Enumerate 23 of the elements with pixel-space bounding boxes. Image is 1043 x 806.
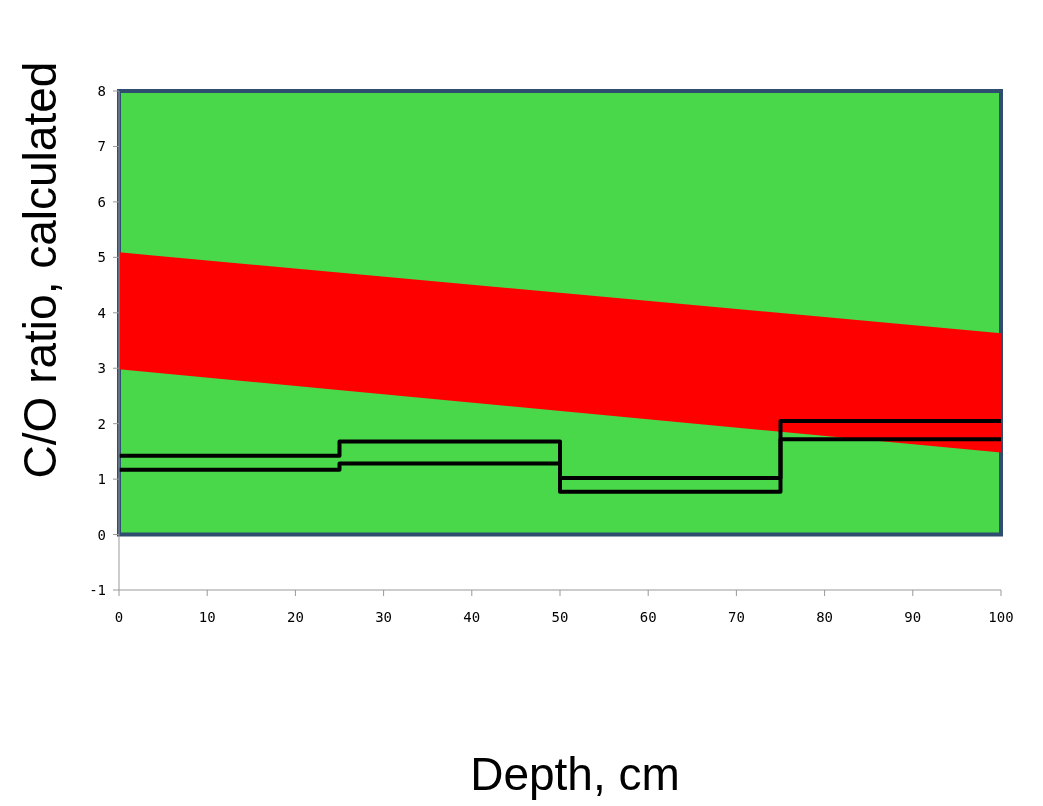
y-axis-title: C/O ratio, calculated xyxy=(14,61,66,479)
y-tick-label: 5 xyxy=(97,249,106,266)
x-tick-label: 10 xyxy=(198,609,216,625)
x-tick-label: 90 xyxy=(904,609,922,625)
y-tick-label: 6 xyxy=(97,193,106,210)
x-tick-label: 40 xyxy=(463,609,481,625)
y-tick-label: 7 xyxy=(97,138,106,155)
x-tick-label: 100 xyxy=(988,609,1014,625)
x-tick-label: 80 xyxy=(816,609,834,625)
x-tick-label: 20 xyxy=(286,609,304,625)
y-tick-label: 3 xyxy=(97,360,106,377)
x-tick-label: 70 xyxy=(727,609,745,625)
x-tick-label: 30 xyxy=(375,609,393,625)
y-tick-label: 1 xyxy=(97,471,106,488)
x-tick-label: 50 xyxy=(551,609,569,625)
x-axis-title: Depth, cm xyxy=(470,748,680,800)
y-tick-label: 4 xyxy=(97,304,106,321)
y-tick-label: 8 xyxy=(97,83,106,99)
x-tick-label: 0 xyxy=(114,609,124,625)
y-tick-label: -1 xyxy=(89,582,106,598)
y-tick-label: 2 xyxy=(97,415,106,432)
y-tick-label: 0 xyxy=(97,526,106,543)
x-tick-label: 60 xyxy=(639,609,657,625)
